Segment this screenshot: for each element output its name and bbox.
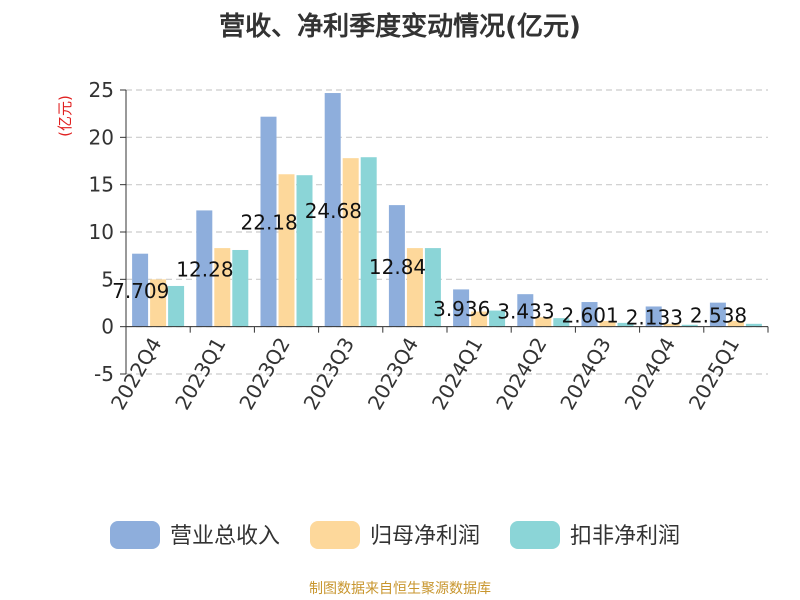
chart-title: 营收、净利季度变动情况(亿元)	[219, 12, 581, 42]
data-label: 2.538	[690, 304, 747, 328]
data-labels: 7.709 12.28 22.18 24.68 12.84 3.936 3.433 2.601…	[112, 199, 747, 330]
bar	[278, 174, 295, 327]
legend-swatch	[310, 521, 360, 549]
legend-label: 归母净利润	[370, 524, 480, 549]
bars	[132, 93, 762, 327]
legend[interactable]: 营业总收入 归母净利润 扣非净利润	[110, 521, 680, 549]
y-tick-label: 5	[101, 267, 114, 291]
bar	[599, 320, 616, 327]
bar	[214, 248, 231, 327]
y-tick-label: 20	[89, 125, 114, 149]
bar	[360, 157, 377, 327]
bar	[581, 302, 598, 327]
data-label: 3.936	[433, 297, 490, 321]
data-label: 12.28	[176, 258, 233, 282]
y-tick-label: 15	[89, 173, 114, 197]
bar	[453, 289, 470, 327]
data-label: 3.433	[497, 299, 554, 323]
data-label: 7.709	[112, 279, 169, 303]
bar	[745, 323, 762, 327]
bar	[471, 311, 488, 327]
bar	[535, 317, 552, 327]
bar	[727, 320, 744, 327]
source-note: 制图数据来自恒生聚源数据库	[309, 581, 491, 597]
bar	[342, 158, 359, 327]
y-tick-label: 25	[89, 78, 114, 102]
bar	[424, 248, 441, 327]
bar	[388, 205, 405, 327]
x-tick-label: 2023Q2	[234, 333, 294, 414]
y-tick-label: -5	[94, 362, 114, 386]
bar	[260, 116, 277, 327]
data-label: 2.601	[562, 303, 619, 327]
bar	[150, 279, 167, 327]
bar	[681, 324, 698, 327]
bar	[489, 310, 506, 327]
bar	[645, 306, 662, 327]
bar	[663, 323, 680, 327]
data-label: 22.18	[241, 211, 298, 235]
bar	[132, 253, 149, 327]
bar	[296, 175, 313, 327]
y-tick-label: 0	[101, 315, 114, 339]
bar	[168, 285, 185, 327]
bar	[324, 93, 341, 327]
bar	[232, 249, 249, 327]
data-label: 2.133	[626, 306, 683, 330]
data-label: 12.84	[369, 255, 426, 279]
bar	[406, 248, 423, 327]
x-tick-label: 2025Q1	[684, 333, 744, 414]
data-label: 24.68	[305, 199, 362, 223]
legend-swatch	[510, 521, 560, 549]
y-axis-label: (亿元)	[56, 95, 74, 137]
legend-label: 营业总收入	[170, 524, 280, 549]
bar	[196, 210, 213, 327]
y-tick-label: 10	[89, 220, 114, 244]
bar	[709, 302, 726, 327]
bar	[617, 322, 634, 327]
legend-label: 扣非净利润	[570, 524, 680, 549]
legend-swatch	[110, 521, 160, 549]
bar	[517, 294, 534, 327]
bar	[553, 318, 570, 327]
